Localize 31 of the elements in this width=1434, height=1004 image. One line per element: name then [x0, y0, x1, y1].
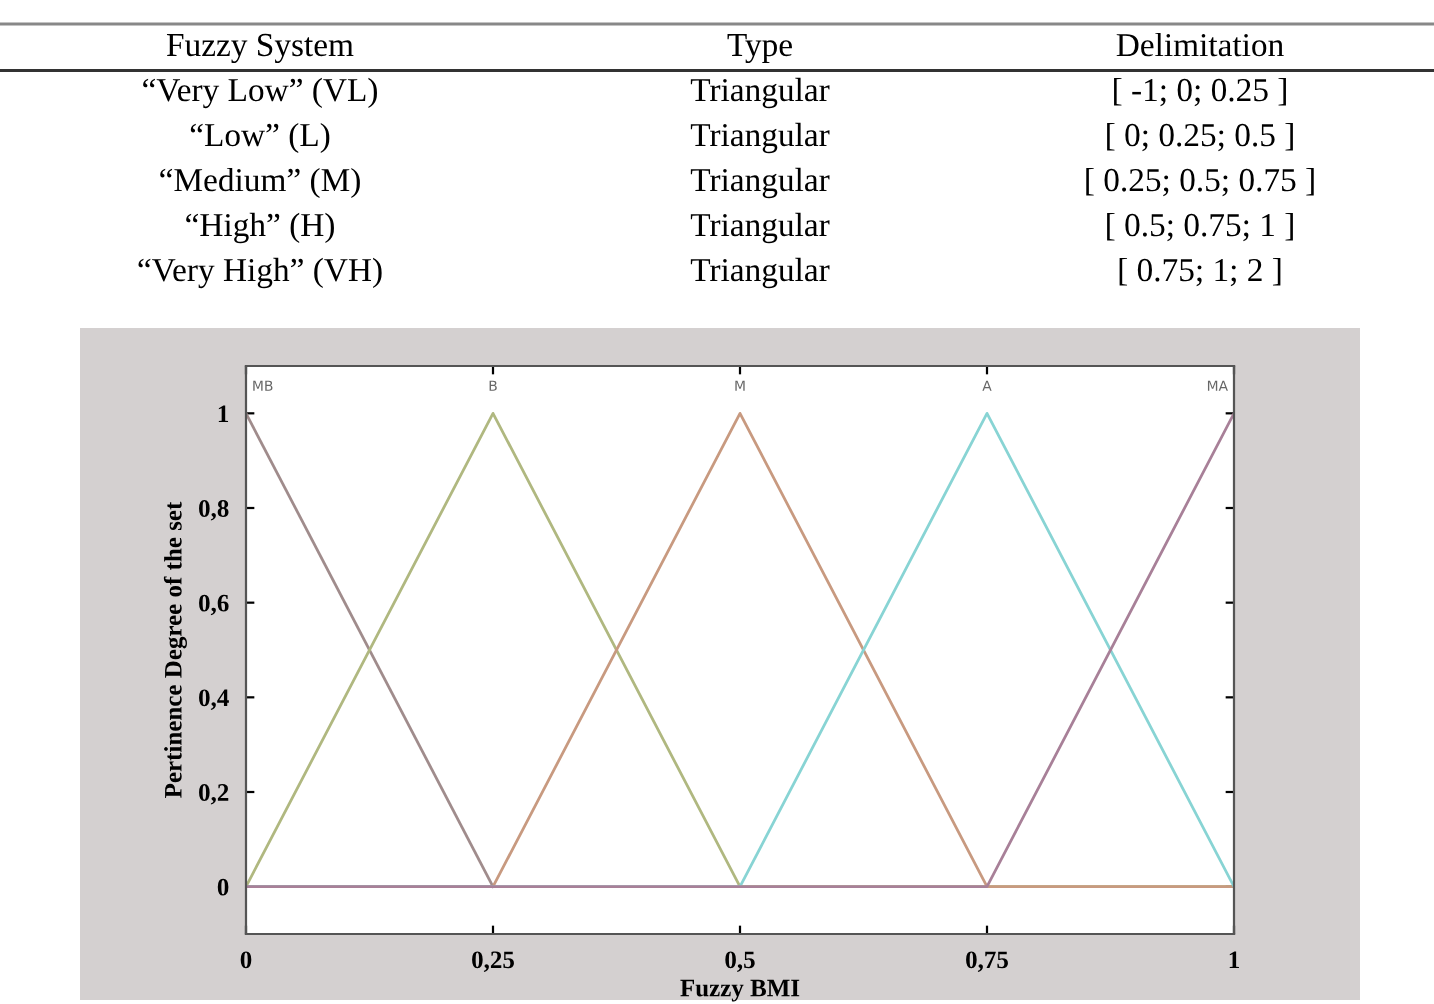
text: Triangular [690, 212, 830, 244]
y-tick-label: 0,2 [199, 784, 229, 805]
text: [ 0.5; 0.75; 1 ] [1107, 212, 1293, 242]
text: “Low” (L) [190, 122, 330, 154]
y-tick-label: 1 [218, 405, 229, 423]
y-tick-label: 0,6 [199, 594, 229, 616]
text: [ 0; 0.25; 0.5 ] [1107, 122, 1293, 152]
text: Delimitation [1116, 32, 1284, 57]
text: Triangular [690, 167, 830, 199]
text: Triangular [690, 77, 830, 109]
text: Type [727, 34, 792, 64]
y-axis-title: Pertinence Degree of the set [163, 501, 187, 798]
x-tick-label: 0,25 [472, 951, 514, 972]
y-tick-label: 0 [217, 878, 229, 896]
x-tick-label: 0 [240, 951, 252, 969]
text: Fuzzy System [166, 33, 354, 64]
text: “Very High” (VH) [138, 257, 382, 289]
text: “Very Low” (VL) [143, 77, 377, 109]
x-axis-title: Fuzzy BMI [680, 979, 800, 1002]
text: Triangular [690, 122, 830, 154]
x-tick-label: 1 [1229, 951, 1239, 969]
text: [ 0.75; 1; 2 ] [1119, 257, 1281, 287]
text: [ 0.25; 0.5; 0.75 ] [1086, 167, 1314, 197]
text: “Medium” (M) [160, 167, 360, 199]
text: [ -1; 0; 0.25 ] [1114, 77, 1286, 107]
y-tick-label: 0,8 [199, 500, 229, 521]
x-tick-label: 0,75 [966, 951, 1008, 972]
y-tick-label: 0,4 [199, 689, 229, 710]
text: Triangular [690, 257, 830, 289]
text: “High” (H) [186, 212, 334, 244]
x-tick-label: 0,5 [725, 951, 755, 972]
